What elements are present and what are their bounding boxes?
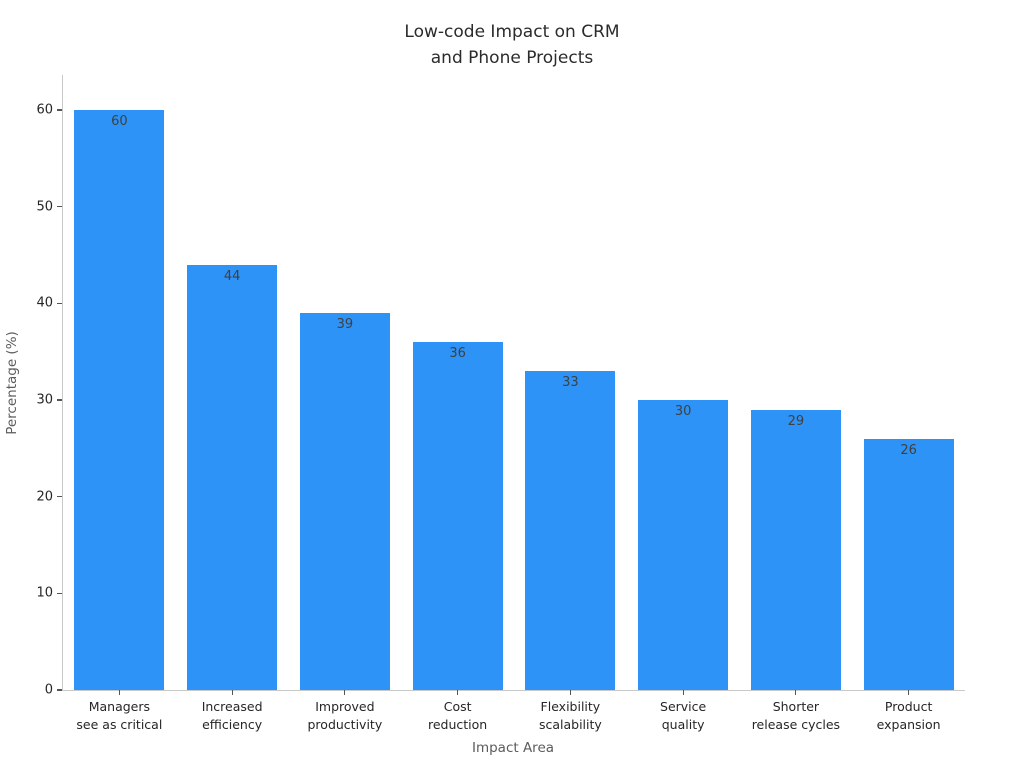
y-tick-mark: [57, 592, 62, 594]
bar-value-label: 33: [562, 375, 579, 390]
bar-value-label: 60: [111, 114, 128, 129]
bar: 30: [638, 400, 729, 690]
x-tick-label: Managers see as critical: [76, 699, 163, 732]
x-tick-label: Improved productivity: [307, 699, 383, 732]
x-tick-mark: [344, 690, 346, 695]
bar-value-label: 36: [449, 346, 466, 361]
y-tick-label: 10: [36, 585, 53, 601]
x-tick-mark: [118, 690, 120, 695]
bar: 36: [412, 342, 503, 690]
x-tick-mark: [908, 690, 910, 695]
bar: 29: [750, 409, 841, 690]
x-tick-mark: [457, 690, 459, 695]
y-tick-mark: [57, 399, 62, 401]
chart-title: Low-code Impact on CRM and Phone Project…: [404, 22, 620, 69]
x-tick-label: Increased efficiency: [201, 699, 263, 732]
bar-value-label: 39: [336, 317, 354, 332]
x-tick-mark: [795, 690, 797, 695]
bar: 44: [187, 264, 278, 690]
x-tick-label: Flexibility scalability: [538, 699, 602, 732]
y-tick-mark: [57, 109, 62, 111]
bar: 39: [299, 313, 390, 690]
x-tick-mark: [231, 690, 233, 695]
bar: 26: [863, 438, 954, 690]
bar-value-label: 44: [223, 268, 241, 284]
x-axis-label: Impact Area: [471, 740, 555, 756]
y-tick-mark: [57, 689, 62, 691]
y-tick-label: 30: [36, 392, 53, 408]
plot-area: 0 10 20 30 40 50 60 60 Managers see as critical 4…: [36, 75, 965, 732]
y-tick-mark: [57, 302, 62, 304]
y-tick-mark: [57, 206, 62, 208]
y-tick-label: 40: [36, 295, 53, 311]
bar: 60: [74, 110, 165, 690]
y-tick-label: 50: [36, 199, 53, 215]
bar-value-label: 30: [674, 404, 692, 419]
x-tick-mark: [569, 690, 571, 695]
y-tick-mark: [57, 496, 62, 498]
bar-value-label: 26: [900, 442, 917, 458]
bar-value-label: 29: [787, 413, 805, 429]
x-tick-label: Service quality: [660, 699, 707, 732]
y-tick-label: 20: [36, 489, 53, 505]
y-tick-label: 60: [36, 102, 53, 118]
y-tick-label: 0: [44, 682, 53, 698]
x-tick-label: Shorter release cycles: [751, 699, 841, 732]
y-axis-label: Percentage (%): [4, 330, 21, 435]
x-tick-label: Product expansion: [876, 699, 941, 732]
x-tick-label: Cost reduction: [428, 699, 488, 732]
x-tick-mark: [682, 690, 684, 695]
bar: 33: [525, 371, 616, 690]
y-axis-label-container: Percentage (%): [2, 75, 22, 690]
